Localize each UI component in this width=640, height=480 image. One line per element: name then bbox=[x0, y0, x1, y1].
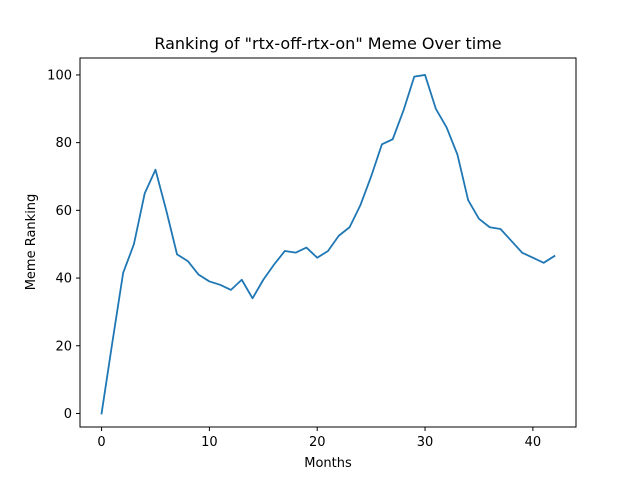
y-axis-label: Meme Ranking bbox=[24, 194, 39, 291]
x-tick-label: 10 bbox=[201, 435, 218, 450]
x-axis-label: Months bbox=[304, 456, 352, 471]
plot-area bbox=[79, 57, 577, 428]
x-tick-label: 20 bbox=[309, 435, 326, 450]
y-tick-label: 40 bbox=[55, 272, 72, 287]
x-tick-label: 0 bbox=[97, 435, 105, 450]
y-tick-label: 100 bbox=[47, 68, 72, 83]
y-tick-label: 20 bbox=[55, 339, 72, 354]
y-tick-label: 0 bbox=[64, 407, 72, 422]
chart-title: Ranking of "rtx-off-rtx-on" Meme Over ti… bbox=[154, 34, 501, 53]
x-axis: 0 10 20 30 40 bbox=[97, 427, 541, 450]
plot-frame bbox=[79, 57, 577, 428]
series-line bbox=[100, 74, 556, 415]
y-axis: 0 20 40 60 80 100 bbox=[47, 68, 80, 422]
series-layer bbox=[100, 74, 556, 415]
y-tick-label: 80 bbox=[55, 136, 72, 151]
x-tick-label: 30 bbox=[417, 435, 434, 450]
x-tick-label: 40 bbox=[525, 435, 542, 450]
y-tick-label: 60 bbox=[55, 204, 72, 219]
